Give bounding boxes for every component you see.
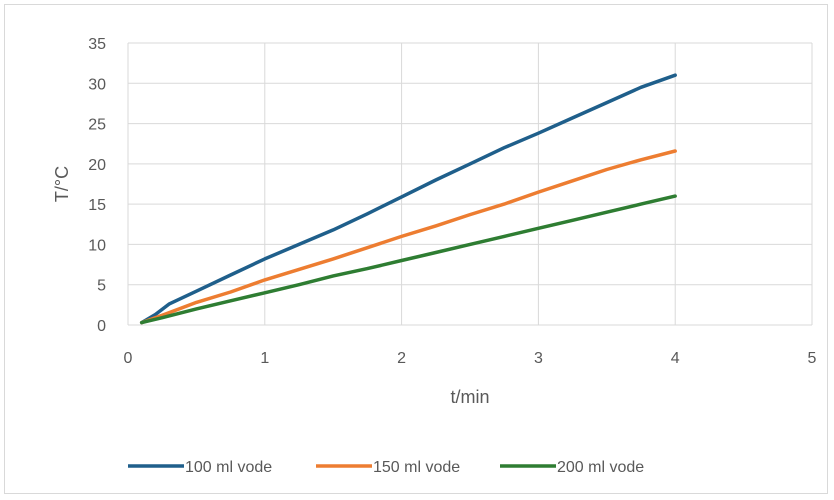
x-tick-label: 4 [671, 350, 680, 367]
chart-frame [4, 4, 828, 494]
x-axis-title: t/min [450, 387, 489, 407]
x-tick-labels: 0 1 2 3 4 5 [124, 350, 817, 367]
x-tick-label: 1 [260, 350, 269, 367]
x-tick-label: 2 [397, 350, 406, 367]
y-tick-label: 30 [88, 76, 106, 93]
series-line-1 [139, 73, 677, 325]
y-tick-label: 20 [88, 157, 106, 174]
gridlines [127, 42, 813, 326]
y-axis-title: T/°C [52, 166, 72, 202]
legend-label-2: 150 ml vode [373, 459, 460, 476]
y-tick-label: 5 [97, 278, 106, 295]
series-lines [139, 73, 677, 325]
series-line-3 [139, 194, 677, 325]
y-tick-label: 0 [97, 318, 106, 335]
y-tick-label: 25 [88, 117, 106, 134]
legend-label-3: 200 ml vode [557, 459, 644, 476]
series-line-2 [139, 149, 677, 325]
x-tick-label: 3 [534, 350, 543, 367]
y-tick-labels: 0 5 10 15 20 25 30 35 [88, 36, 106, 335]
y-tick-label: 15 [88, 197, 106, 214]
y-tick-label: 10 [88, 237, 106, 254]
x-tick-label: 5 [808, 350, 817, 367]
x-tick-label: 0 [124, 350, 133, 367]
legend-label-1: 100 ml vode [185, 459, 272, 476]
legend: 100 ml vode 150 ml vode 200 ml vode [128, 459, 644, 476]
y-tick-label: 35 [88, 36, 106, 53]
